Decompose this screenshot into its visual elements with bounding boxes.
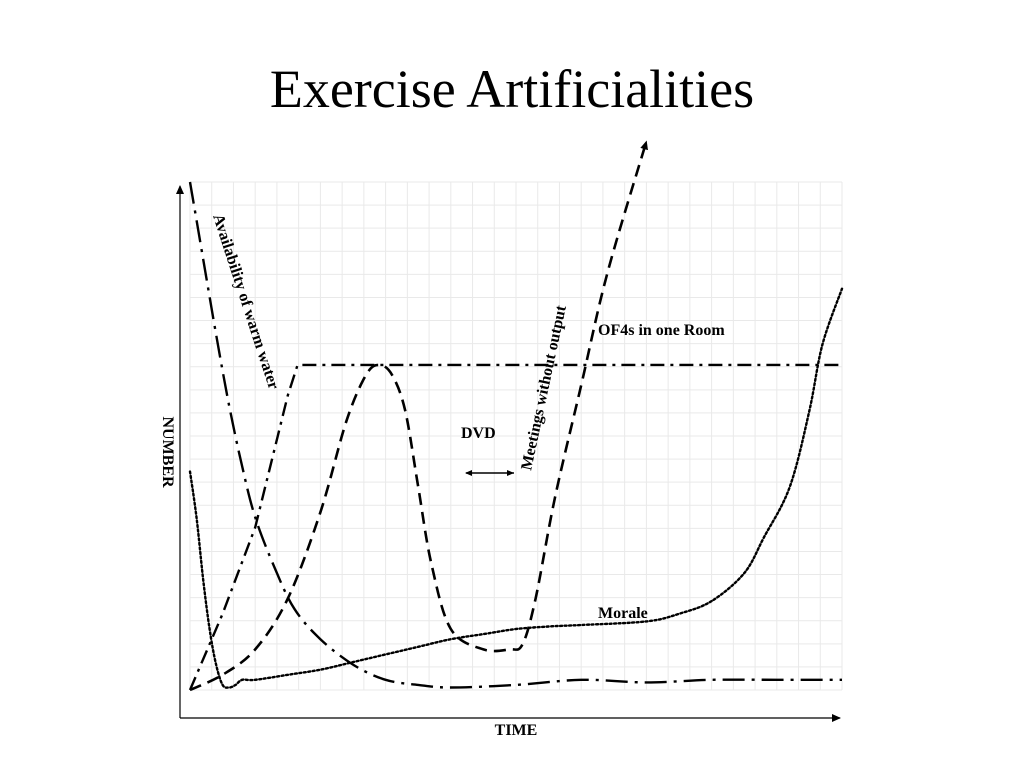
annotation-dvd: DVD: [461, 425, 496, 442]
annotation-morale: Morale: [598, 605, 648, 622]
series-line-availability-of-warm-water: [188, 181, 842, 689]
series-line-morale: [188, 287, 844, 689]
annotation-meetings: Meetings without output: [518, 303, 570, 472]
series-line-dvd: [189, 140, 648, 692]
chart-grid: [189, 181, 843, 691]
annotation-warm-water: Availability of warm water: [209, 212, 282, 392]
x-axis-label: TIME: [495, 722, 538, 739]
y-axis-label: NUMBER: [159, 416, 176, 488]
series-line-of4s-in-one-room: [188, 363, 842, 691]
annotation-of4s: OF4s in one Room: [598, 322, 725, 339]
slide-title: Exercise Artificialities: [269, 59, 755, 119]
